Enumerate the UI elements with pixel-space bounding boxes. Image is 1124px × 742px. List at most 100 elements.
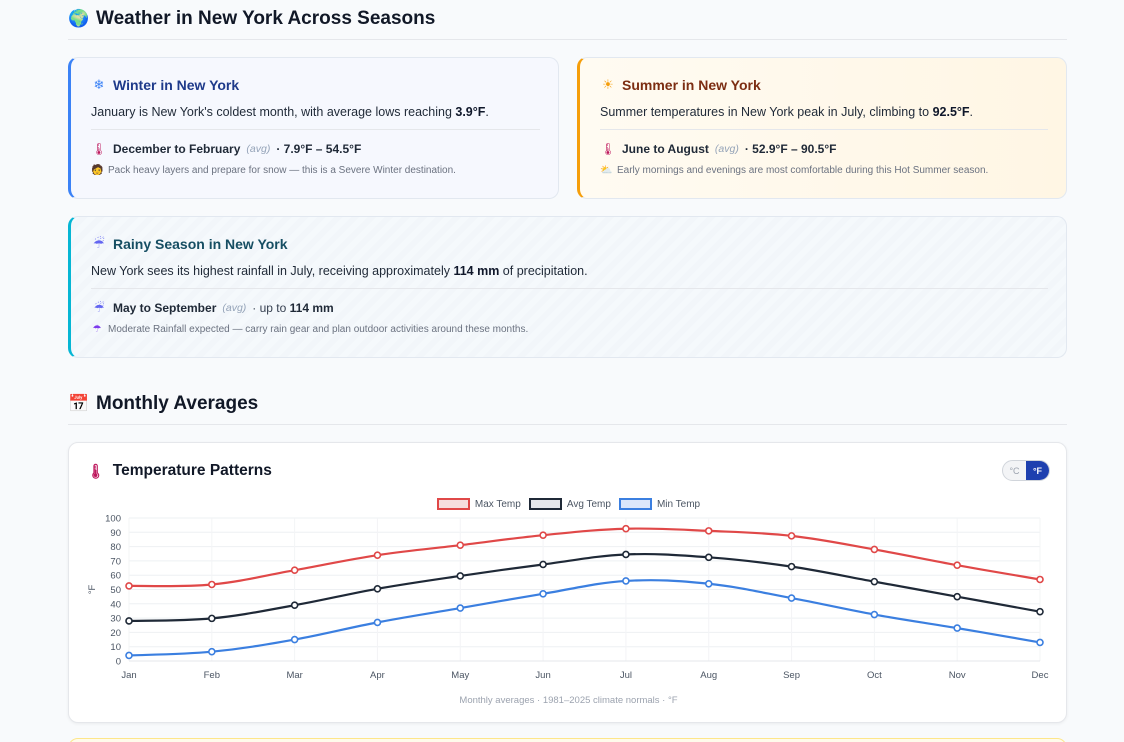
y-tick-label: 10 [110, 642, 121, 653]
monthly-title: 📅 Monthly Averages [68, 393, 259, 414]
y-tick-label: 20 [110, 628, 121, 639]
winter-description: January is New York's coldest month, wit… [91, 105, 489, 119]
max-temp-point [704, 527, 713, 535]
seasons-header: 🌍 Weather in New York Across Seasons [68, 8, 1067, 30]
x-tick-label: Nov [949, 670, 966, 681]
legend-item-max-temp[interactable]: Max Temp [436, 498, 521, 510]
thermometer-icon: 🌡 [91, 142, 107, 156]
y-tick-label: 50 [110, 585, 121, 596]
rainy-separator [91, 288, 1048, 289]
thermometer-icon: 🌡 [87, 462, 105, 479]
max-temp-point [622, 524, 630, 533]
avg-temp-point [1036, 607, 1044, 616]
legend-item-min-temp[interactable]: Min Temp [618, 498, 701, 510]
next-section-card [68, 738, 1067, 742]
max-temp-point [787, 532, 796, 540]
min-temp-point [208, 647, 216, 656]
min-temp-point [290, 635, 299, 644]
temperature-line-chart: 0 10 20 30 40 50 60 70 80 90 100 Jan Feb Mar Apr May Jun… [87, 514, 1049, 682]
seasons-title: 🌍 Weather in New York Across Seasons [68, 8, 436, 29]
chart-caption: Monthly averages · 1981–2025 climate nor… [459, 695, 678, 706]
min-temp-point [125, 651, 133, 660]
x-tick-label: Aug [700, 670, 717, 681]
x-tick-label: Sep [783, 670, 800, 681]
min-temp-point [373, 618, 382, 627]
avg-temp-point [290, 601, 299, 610]
rain-cloud-icon: ☔ [93, 301, 105, 315]
max-temp-point [290, 566, 299, 574]
temperature-chart-card: 🌡 Temperature Patterns °C °F Max Temp Avg… [68, 442, 1067, 723]
max-temp-point [456, 541, 465, 549]
avg-temp-line [128, 552, 1041, 623]
y-tick-label: 0 [116, 657, 121, 668]
legend-swatch [436, 498, 470, 510]
max-temp-point [539, 531, 547, 539]
seasons-divider [68, 39, 1067, 40]
x-tick-label: Jun [535, 670, 550, 681]
umbrella-icon: ☂ [92, 324, 102, 335]
rainy-title: ☔ Rainy Season in New York [91, 236, 1048, 252]
unit-fahrenheit-button[interactable]: °F [1026, 461, 1049, 480]
summer-card: ☀ Summer in New York Summer temperatures… [577, 57, 1067, 199]
rainy-season-card: ☔ Rainy Season in New York New York sees… [68, 216, 1067, 358]
unit-celsius-button[interactable]: °C [1009, 465, 1020, 476]
chart-title: 🌡 Temperature Patterns [87, 462, 272, 479]
max-temp-point [373, 551, 382, 559]
legend-label: Max Temp [474, 498, 521, 510]
winter-tip: 🧑 Pack heavy layers and prepare for snow… [91, 165, 456, 176]
avg-temp-point [787, 562, 796, 571]
rainy-tip: ☂ Moderate Rainfall expected — carry rai… [92, 324, 529, 335]
y-tick-label: 90 [110, 528, 121, 539]
x-tick-label: Apr [370, 670, 385, 681]
avg-temp-point [456, 572, 465, 580]
y-axis-label: °F [87, 585, 98, 595]
avg-temp-point [208, 614, 216, 623]
chart-legend: Max Temp Avg Temp Min Temp [69, 498, 1068, 510]
snowflake-icon: ❄ [93, 77, 105, 92]
x-tick-label: Feb [204, 670, 220, 681]
winter-title: ❄ Winter in New York [91, 77, 540, 93]
summer-separator [600, 129, 1048, 130]
winter-range: 🌡 December to February (avg) · 7.9°F – 5… [91, 142, 362, 156]
rain-cloud-icon: ☔ [93, 236, 105, 251]
x-tick-label: Dec [1032, 670, 1049, 681]
x-tick-label: Jan [121, 670, 136, 681]
min-temp-point [870, 610, 879, 619]
winter-card: ❄ Winter in New York January is New York… [68, 57, 559, 199]
winter-separator [91, 129, 540, 130]
max-temp-point [870, 545, 879, 554]
rainy-range: ☔ May to September (avg) · up to 114 mm [91, 301, 1048, 315]
y-tick-label: 70 [110, 556, 121, 567]
rainy-description: New York sees its highest rainfall in Ju… [91, 264, 588, 278]
max-temp-point [953, 561, 961, 569]
min-temp-point [787, 594, 796, 602]
globe-icon: 🌍 [68, 9, 90, 28]
avg-temp-point [704, 553, 713, 562]
min-temp-line [128, 579, 1041, 657]
legend-label: Min Temp [656, 498, 701, 510]
avg-temp-point [622, 550, 630, 559]
legend-item-avg-temp[interactable]: Avg Temp [528, 498, 611, 510]
y-tick-label: 60 [110, 571, 121, 582]
x-tick-label: May [451, 670, 469, 681]
min-temp-point [953, 624, 961, 632]
sun-cloud-icon: ⛅ [600, 165, 613, 176]
max-temp-point [1036, 575, 1044, 584]
person-icon: 🧑 [91, 165, 104, 176]
min-temp-point [622, 577, 630, 585]
sun-icon: ☀ [602, 77, 614, 92]
avg-temp-point [125, 617, 133, 625]
min-temp-point [456, 604, 465, 612]
y-tick-label: 40 [110, 599, 121, 610]
max-temp-line [128, 527, 1041, 588]
summer-title: ☀ Summer in New York [600, 77, 1048, 93]
max-temp-point [125, 582, 133, 590]
legend-swatch [618, 498, 652, 510]
avg-temp-point [953, 592, 961, 601]
unit-toggle[interactable]: °C °F [1002, 460, 1050, 481]
monthly-header: 📅 Monthly Averages [68, 393, 1067, 415]
y-tick-label: 100 [105, 514, 121, 525]
avg-temp-point [539, 560, 547, 569]
x-tick-label: Oct [867, 670, 882, 681]
x-tick-label: Jul [620, 670, 632, 681]
